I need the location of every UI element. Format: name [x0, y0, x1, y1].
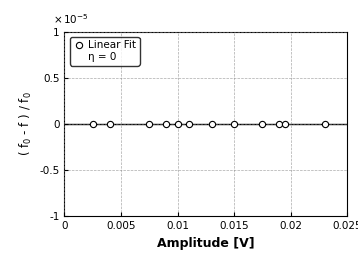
Y-axis label: ( f$_0$ - f ) / f$_0$: ( f$_0$ - f ) / f$_0$ — [18, 92, 34, 156]
Linear Fit — [187, 123, 191, 126]
Line: Linear Fit: Linear Fit — [90, 121, 328, 127]
Linear Fit — [164, 123, 168, 126]
Text: $\times\,10^{-5}$: $\times\,10^{-5}$ — [53, 13, 89, 26]
Linear Fit — [283, 123, 287, 126]
X-axis label: Amplitude [V]: Amplitude [V] — [157, 237, 255, 250]
Linear Fit — [209, 123, 214, 126]
Linear Fit — [175, 123, 180, 126]
Linear Fit — [277, 123, 281, 126]
Linear Fit — [232, 123, 236, 126]
Linear Fit — [147, 123, 151, 126]
Legend: Linear Fit, η = 0: Linear Fit, η = 0 — [70, 37, 140, 66]
Linear Fit — [323, 123, 327, 126]
Linear Fit — [107, 123, 112, 126]
Linear Fit — [91, 123, 95, 126]
Linear Fit — [260, 123, 265, 126]
